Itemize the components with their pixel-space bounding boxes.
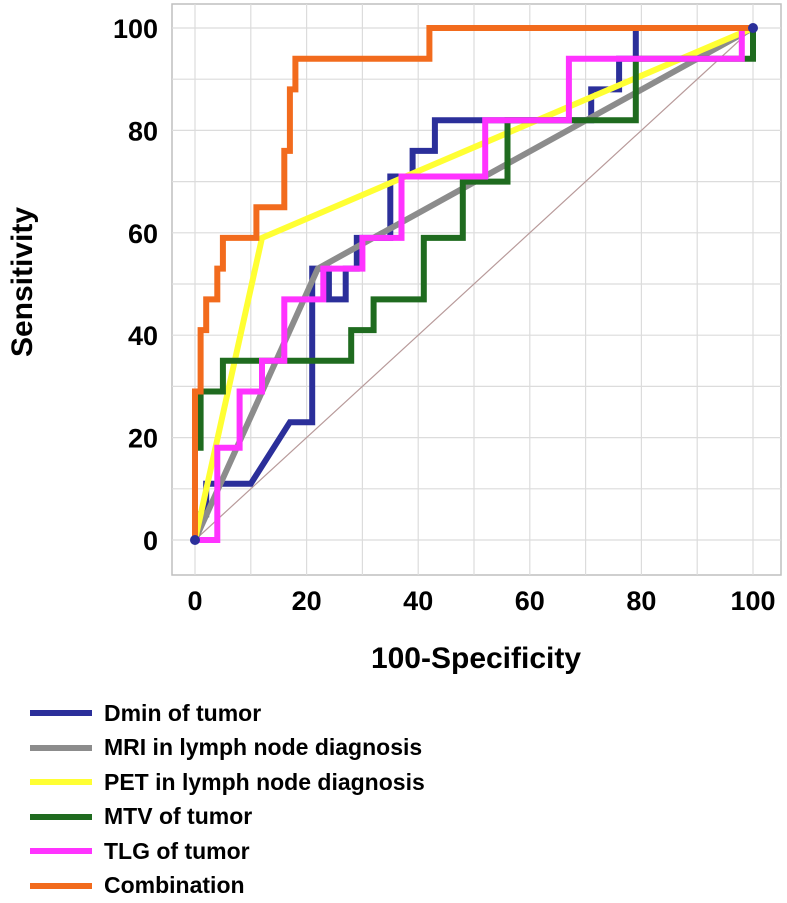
x-tick-label: 80 [626,586,656,616]
y-tick-label: 20 [128,424,158,454]
tick-labels: 0 20 40 60 80 100 0 20 40 60 80 100 [113,14,776,616]
grid [172,4,781,575]
legend-item-mri-in-lymph-node-diagnosis: MRI in lymph node diagnosis [30,731,425,766]
x-tick-label: 0 [187,586,202,616]
legend-item-tlg-of-tumor: TLG of tumor [30,834,425,869]
legend-swatch [30,814,92,820]
roc-chart: 0 20 40 60 80 100 0 20 40 60 80 100 100-Specificity… [0,0,787,690]
legend-item-combination: Combination [30,869,425,903]
legend-swatch [30,745,92,751]
legend-label: MRI in lymph node diagnosis [104,734,422,761]
legend-label: Dmin of tumor [104,700,261,727]
origin-point [190,535,200,545]
end-point [748,23,758,33]
legend: Dmin of tumor MRI in lymph node diagnosis… [30,696,425,903]
legend-label: Combination [104,872,245,899]
y-tick-label: 100 [113,14,158,44]
legend-item-mtv-of-tumor: MTV of tumor [30,800,425,835]
x-tick-label: 20 [292,586,322,616]
x-tick-label: 40 [403,586,433,616]
legend-swatch [30,710,92,716]
y-tick-label: 60 [128,219,158,249]
y-axis-label: Sensitivity [6,207,39,357]
legend-label: TLG of tumor [104,838,250,865]
legend-swatch [30,779,92,785]
legend-item-dmin-of-tumor: Dmin of tumor [30,696,425,731]
legend-swatch [30,848,92,854]
y-tick-label: 0 [143,526,158,556]
x-tick-label: 60 [515,586,545,616]
legend-label: PET in lymph node diagnosis [104,769,425,796]
legend-item-pet-in-lymph-node-diagnosis: PET in lymph node diagnosis [30,765,425,800]
legend-label: MTV of tumor [104,803,252,830]
x-tick-label: 100 [730,586,775,616]
y-tick-label: 80 [128,116,158,146]
x-axis-label: 100-Specificity [371,642,581,675]
legend-swatch [30,883,92,889]
y-tick-label: 40 [128,321,158,351]
